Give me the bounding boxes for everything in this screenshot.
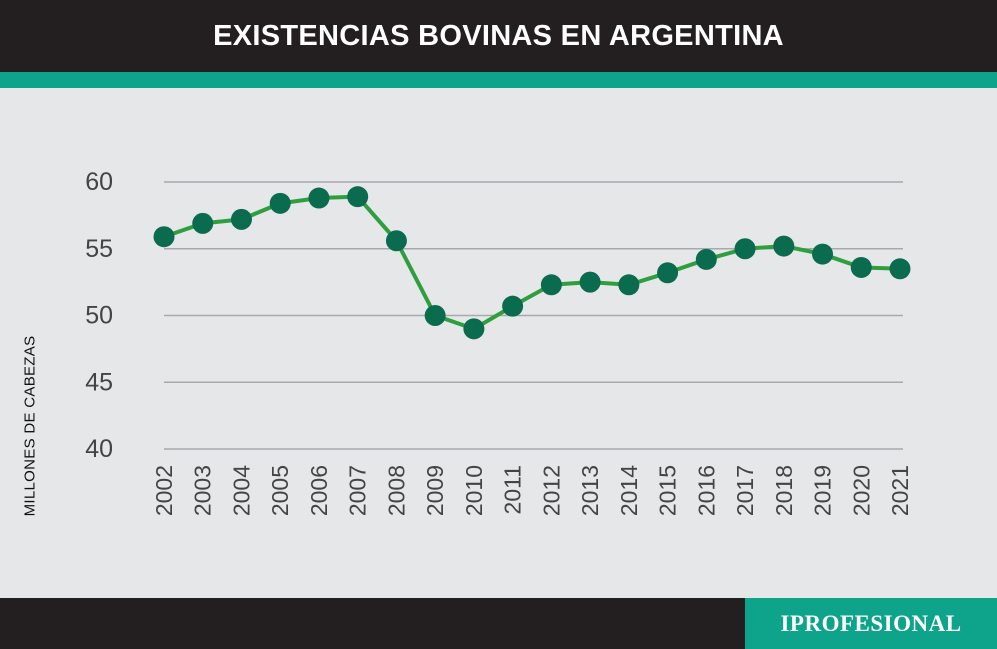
x-tick-label: 2013 xyxy=(577,465,603,516)
data-point xyxy=(540,274,562,296)
footer-bar: IPROFESIONAL xyxy=(0,598,997,649)
x-tick-label: 2012 xyxy=(538,465,564,516)
x-tick-label: 2011 xyxy=(500,465,526,514)
data-point xyxy=(812,243,834,265)
y-tick-label: 45 xyxy=(85,368,113,396)
x-tick-label: 2019 xyxy=(810,465,836,516)
x-tick-label: 2009 xyxy=(422,465,448,516)
brand-logo: IPROFESIONAL xyxy=(745,598,997,649)
x-tick-label: 2015 xyxy=(655,465,681,516)
x-tick-label: 2017 xyxy=(732,465,758,516)
data-point xyxy=(657,262,679,284)
x-tick-label: 2007 xyxy=(345,465,371,516)
data-point xyxy=(347,186,369,208)
data-point xyxy=(579,271,601,293)
data-point xyxy=(308,187,330,209)
data-point xyxy=(230,208,252,230)
data-point xyxy=(502,295,524,317)
line-chart: 40 45 50 55 60 2002 2003 2004 2005 2006 2007 2008 20… xyxy=(85,168,913,516)
x-tick-label: 2020 xyxy=(848,465,874,516)
data-point xyxy=(463,318,485,340)
data-point xyxy=(385,230,407,252)
chart-area: 40 45 50 55 60 2002 2003 2004 2005 2006 2007 2008 20… xyxy=(0,88,997,598)
data-point xyxy=(889,258,911,280)
y-tick-label: 40 xyxy=(85,435,113,463)
accent-stripe xyxy=(0,72,997,88)
data-point xyxy=(192,212,214,234)
data-point xyxy=(850,256,872,278)
y-tick-label: 50 xyxy=(85,302,113,330)
x-tick-label: 2016 xyxy=(693,465,719,516)
x-tick-label: 2002 xyxy=(151,465,177,516)
x-tick-label: 2008 xyxy=(383,465,409,516)
y-tick-label: 60 xyxy=(85,168,113,196)
brand-name: IPROFESIONAL xyxy=(780,610,962,636)
x-tick-label: 2003 xyxy=(190,465,216,516)
y-axis-label: MILLONES DE CABEZAS xyxy=(21,335,39,517)
x-tick-label: 2021 xyxy=(887,465,913,516)
x-tick-label: 2010 xyxy=(461,465,487,516)
series-line xyxy=(162,194,902,331)
x-tick-label: 2018 xyxy=(771,465,797,516)
header-bar: EXISTENCIAS BOVINAS EN ARGENTINA xyxy=(0,0,997,72)
data-point xyxy=(153,226,175,248)
y-tick-label: 55 xyxy=(85,235,113,263)
data-point xyxy=(618,274,640,296)
data-point xyxy=(695,248,717,270)
x-tick-label: 2004 xyxy=(228,465,254,516)
data-point xyxy=(424,305,446,326)
data-point xyxy=(269,192,291,214)
x-tick-label: 2006 xyxy=(306,465,332,516)
data-point xyxy=(734,238,756,260)
chart-title: EXISTENCIAS BOVINAS EN ARGENTINA xyxy=(213,19,784,52)
x-tick-label: 2014 xyxy=(616,465,642,516)
x-tick-label: 2005 xyxy=(267,465,293,516)
data-point xyxy=(773,235,795,257)
